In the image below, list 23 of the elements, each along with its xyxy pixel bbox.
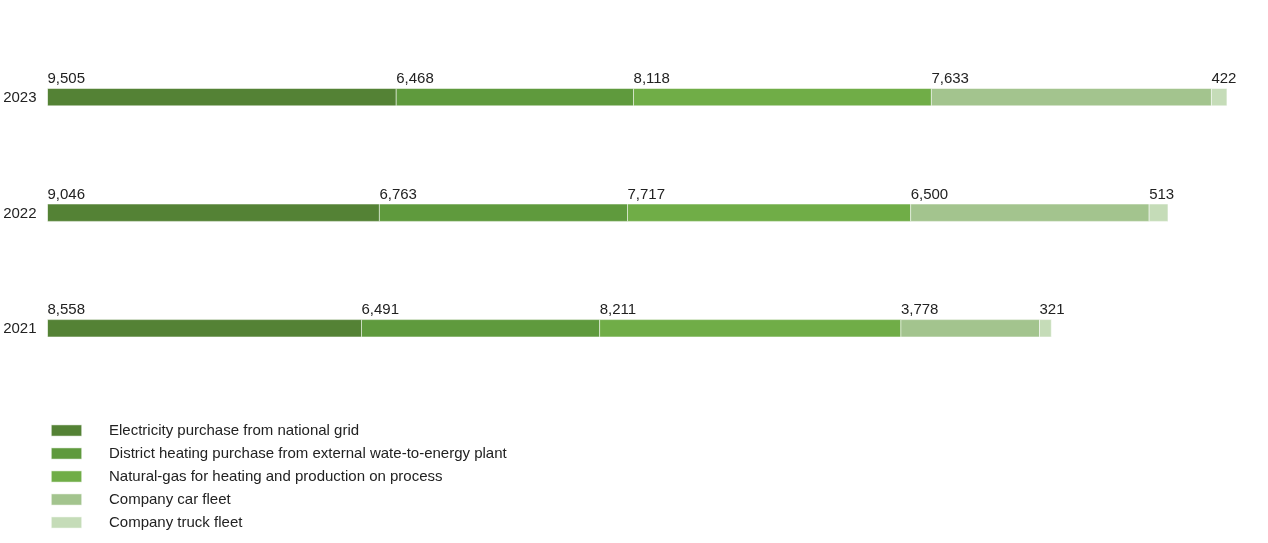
data-label: 422 xyxy=(1211,69,1237,87)
y-tick-label: 2021 xyxy=(3,319,37,337)
data-label: 8,118 xyxy=(633,69,670,87)
data-label: 513 xyxy=(1149,184,1175,202)
legend-label: Company truck fleet xyxy=(109,513,243,530)
y-tick-label: 2022 xyxy=(3,203,37,221)
data-label: 3,778 xyxy=(900,300,939,318)
data-label: 8,211 xyxy=(599,300,637,318)
data-label: 6,763 xyxy=(379,184,417,202)
legend-label: Electricity purchase from national grid xyxy=(109,421,360,438)
data-label: 6,500 xyxy=(910,184,949,202)
data-label: 9,046 xyxy=(47,184,86,202)
data-label: 6,491 xyxy=(361,300,400,318)
data-label: 7,633 xyxy=(931,69,969,87)
data-label: 6,468 xyxy=(396,69,434,87)
legend-label: District heating purchase from external wate-to-energy plant xyxy=(109,444,507,461)
legend-label: Natural-gas for heating and production on process xyxy=(109,467,443,484)
data-label: 321 xyxy=(1039,300,1065,318)
data-label: 7,717 xyxy=(627,184,666,202)
data-label: 8,558 xyxy=(47,300,86,318)
legend-label: Company car fleet xyxy=(109,490,231,507)
y-tick-label: 2023 xyxy=(3,88,37,106)
data-label: 9,505 xyxy=(47,69,86,87)
